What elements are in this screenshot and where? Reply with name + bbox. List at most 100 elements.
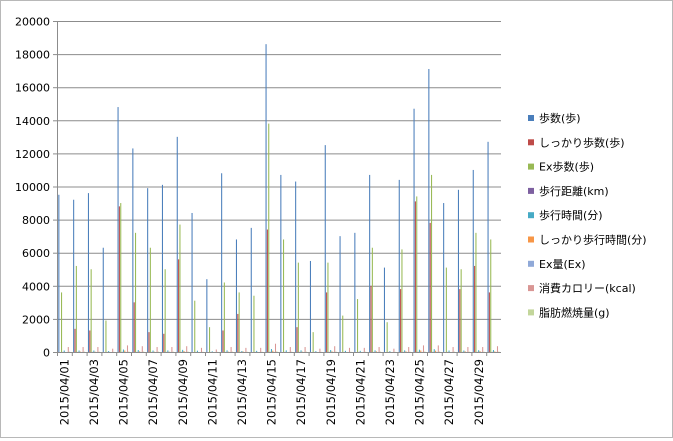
bar — [201, 348, 202, 352]
bar — [414, 109, 415, 352]
legend-swatch — [528, 261, 534, 267]
x-tick-label: 2015/04/23 — [383, 359, 397, 425]
legend-label: 歩数(歩) — [539, 111, 581, 125]
bar — [494, 351, 495, 352]
bar — [474, 266, 475, 352]
bar — [132, 148, 133, 352]
bar — [443, 203, 444, 352]
bar — [276, 351, 277, 352]
bar — [206, 279, 207, 352]
bar — [64, 351, 65, 352]
bar — [245, 348, 246, 352]
bar — [360, 351, 361, 352]
bar — [384, 268, 385, 352]
x-tick-label: 2015/04/29 — [472, 359, 486, 425]
bar — [340, 236, 341, 352]
bar — [327, 263, 328, 352]
bar — [490, 239, 491, 352]
y-axis-ticks: 0200040006000800010000120001400016000180… — [15, 16, 57, 360]
legend: 歩数(歩)しっかり歩数(歩)Ex歩数(歩)歩行距離(km)歩行時間(分)しっかり… — [528, 111, 647, 319]
bar — [61, 292, 62, 352]
x-tick-label: 2015/04/07 — [146, 359, 160, 425]
bar — [389, 351, 390, 352]
bar — [236, 239, 237, 352]
bar — [419, 350, 420, 352]
bar — [301, 350, 302, 352]
bar — [108, 351, 109, 352]
legend-swatch — [528, 212, 534, 218]
bar — [118, 107, 119, 352]
legend-swatch — [528, 237, 534, 243]
bar — [313, 332, 314, 352]
bar — [376, 351, 377, 352]
bar — [74, 329, 75, 352]
y-tick-label: 6000 — [22, 247, 50, 260]
bar — [364, 348, 365, 352]
bar — [138, 350, 139, 352]
y-tick-label: 14000 — [15, 115, 50, 128]
y-tick-label: 18000 — [15, 49, 50, 62]
legend-swatch — [528, 139, 534, 145]
bar — [399, 180, 400, 352]
bar — [357, 299, 358, 352]
bar — [416, 196, 417, 352]
bar — [179, 225, 180, 352]
bar — [127, 345, 128, 352]
y-tick-label: 10000 — [15, 181, 50, 194]
y-tick-label: 8000 — [22, 214, 50, 227]
bar — [134, 302, 135, 352]
bar — [305, 347, 306, 352]
bar — [310, 261, 311, 352]
bar — [221, 173, 222, 352]
legend-label: しっかり歩数(歩) — [539, 135, 625, 149]
x-tick-label: 2015/04/17 — [294, 359, 308, 425]
bar — [298, 263, 299, 352]
bar — [296, 327, 297, 352]
bar — [387, 322, 388, 352]
x-tick-label: 2015/04/11 — [205, 359, 219, 425]
bar — [467, 347, 468, 352]
bar — [349, 348, 350, 352]
bar — [209, 327, 210, 352]
bar — [434, 349, 435, 352]
bar — [97, 347, 98, 352]
bar — [253, 296, 254, 352]
bar — [267, 230, 268, 352]
bar — [345, 351, 346, 352]
bar — [58, 195, 59, 352]
x-tick-label: 2015/04/15 — [265, 359, 279, 425]
bar — [375, 350, 376, 352]
bar — [153, 351, 154, 352]
bar — [401, 249, 402, 352]
y-tick-label: 4000 — [22, 280, 50, 293]
bar — [286, 350, 287, 352]
y-tick-label: 20000 — [15, 16, 50, 29]
bar — [479, 351, 480, 352]
bar — [165, 269, 166, 352]
bar — [139, 351, 140, 352]
bar — [370, 286, 371, 352]
bar — [478, 350, 479, 352]
bar — [283, 239, 284, 352]
bar — [88, 193, 89, 352]
bar — [475, 233, 476, 352]
bar — [83, 347, 84, 352]
bar — [177, 137, 178, 352]
bar — [171, 347, 172, 352]
bar — [458, 190, 459, 352]
bar — [272, 351, 273, 352]
bar — [167, 350, 168, 352]
grid-lines — [57, 22, 501, 353]
legend-swatch — [528, 285, 534, 291]
bar — [192, 213, 193, 352]
bar — [182, 350, 183, 352]
bar — [369, 175, 370, 352]
legend-label: Ex歩数(歩) — [539, 160, 594, 174]
y-tick-label: 16000 — [15, 82, 50, 95]
bar — [405, 351, 406, 352]
bar — [330, 350, 331, 352]
y-tick-label: 0 — [43, 347, 50, 360]
bar — [473, 170, 474, 352]
